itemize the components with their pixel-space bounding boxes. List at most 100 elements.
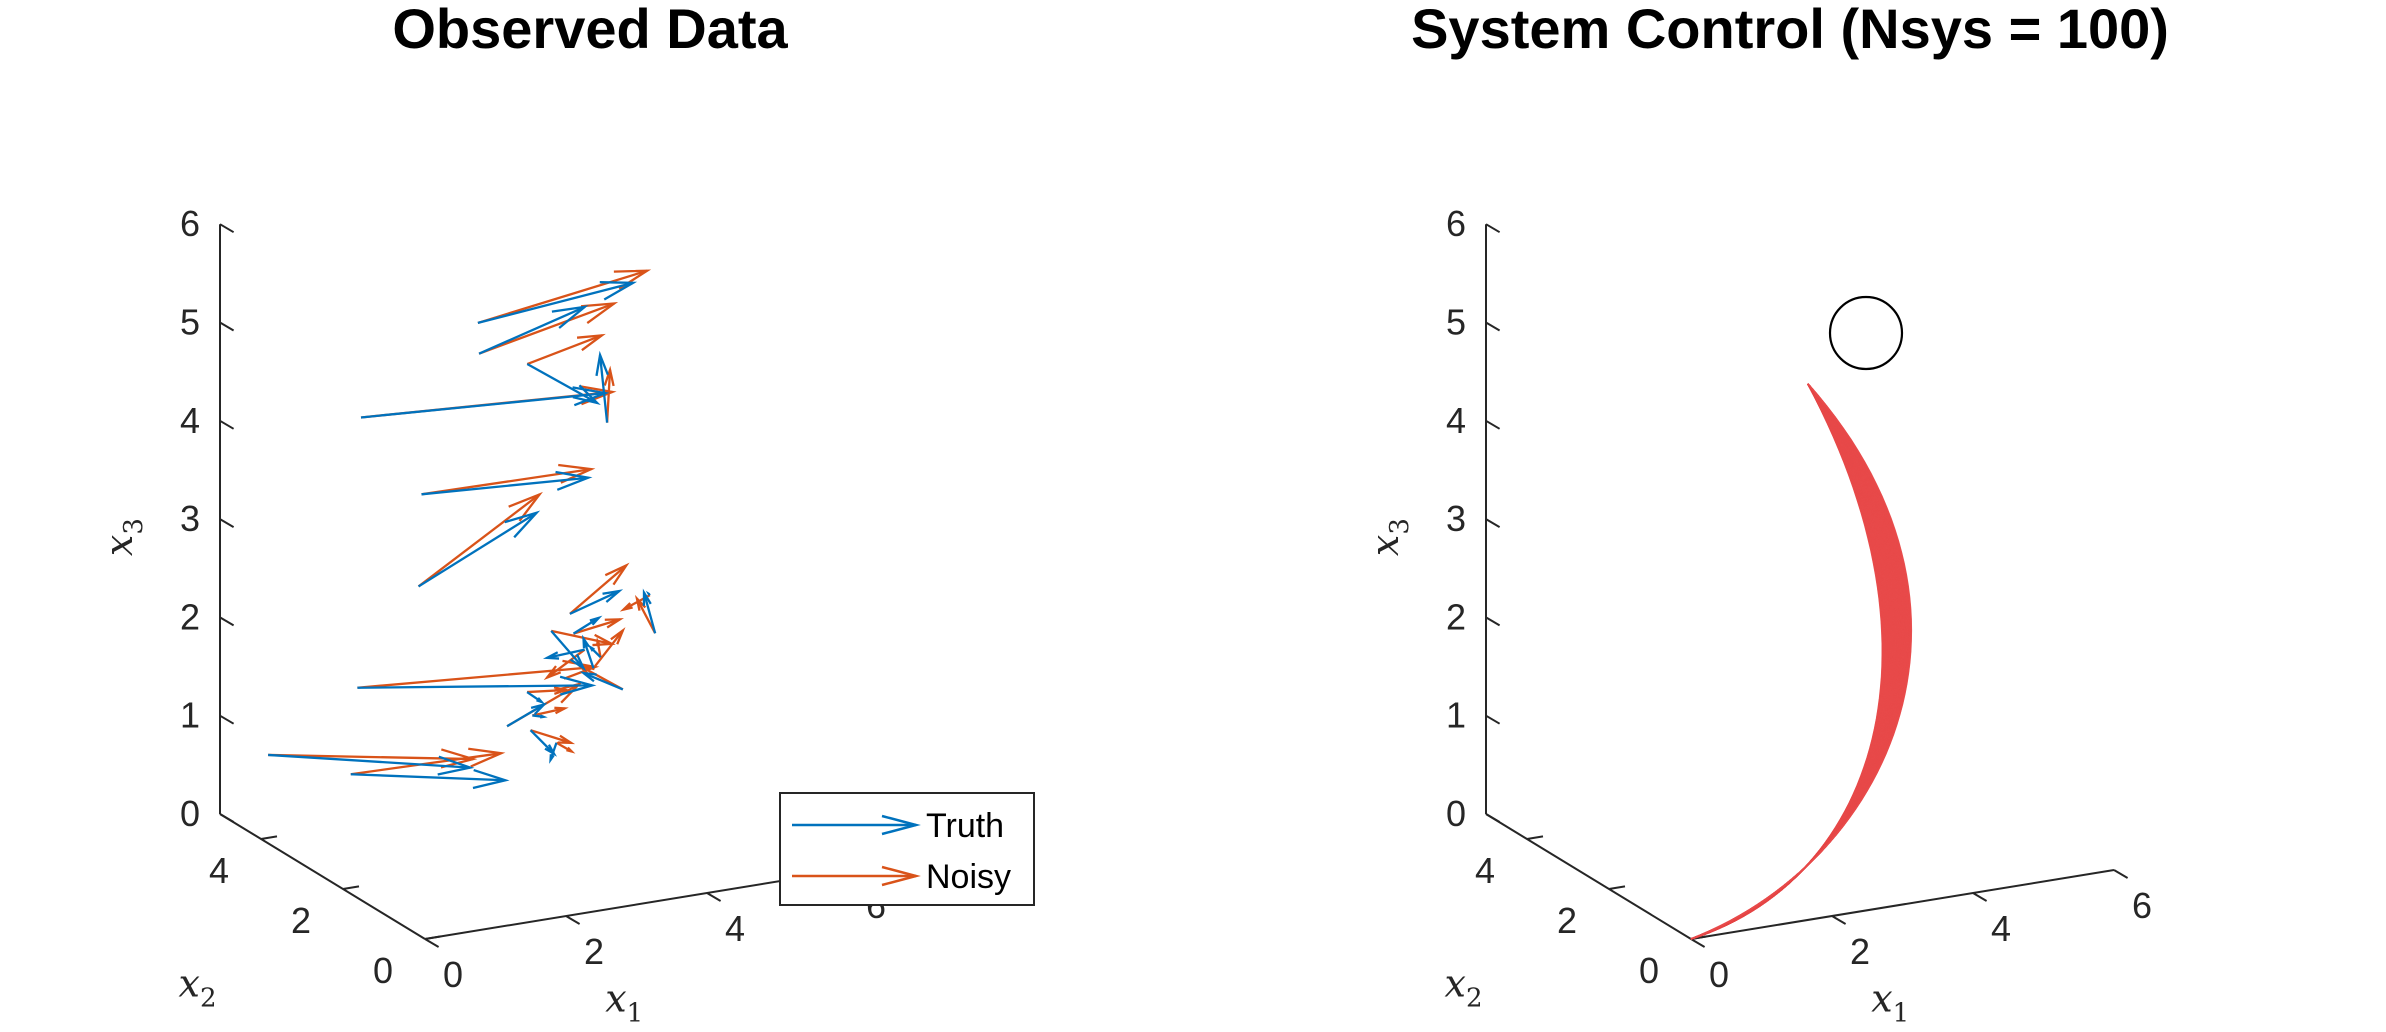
left-x1-tick-mark: [565, 915, 581, 925]
trajectory-line: [1690, 383, 1913, 940]
svg-text:x2: x2: [179, 962, 217, 1014]
noisy-arrow: [530, 729, 576, 745]
truth-arrow: [579, 671, 624, 691]
right-x1-tick-mark: [1972, 892, 1988, 902]
truth-arrow: [360, 386, 610, 419]
left-x3-tick-label: 1: [180, 695, 200, 736]
trajectory-line: [1690, 383, 1903, 940]
noisy-arrow: [555, 741, 576, 754]
left-x2-axis-label: x2: [179, 962, 217, 1014]
trajectory-line: [1690, 383, 1908, 940]
trajectory-line: [1690, 383, 1907, 940]
legend-noisy-arrowhead: [881, 865, 921, 887]
trajectory-line: [1690, 383, 1906, 940]
noisy-arrow: [527, 686, 571, 695]
trajectory-line: [1690, 383, 1907, 940]
svg-text:x3: x3: [97, 518, 149, 556]
left-x3-tick-mark: [219, 714, 235, 725]
noisy-arrow: [634, 594, 657, 634]
trajectory-line: [1690, 383, 1902, 940]
truth-arrow: [529, 729, 558, 757]
right-x3-tick-label: 4: [1446, 400, 1466, 441]
left-x3-tick-mark: [219, 419, 235, 430]
right-x1-tick-label: 4: [1991, 908, 2011, 949]
truth-arrow: [549, 742, 558, 764]
trajectory-line: [1690, 383, 1904, 940]
trajectory-line: [1690, 383, 1911, 940]
right-x1-tick-label: 6: [2132, 885, 2152, 926]
truth-arrow: [595, 350, 609, 423]
truth-arrow: [478, 305, 589, 355]
trajectory-line: [1690, 383, 1910, 940]
svg-text:x1: x1: [605, 976, 643, 1028]
left-x2-tick-mark: [424, 935, 442, 940]
left-x2-tick-label: 2: [291, 900, 311, 941]
trajectory-line: [1690, 383, 1910, 940]
truth-arrow: [350, 768, 510, 790]
left-x3-tick-mark: [219, 813, 235, 823]
left-x3-tick-mark: [219, 321, 235, 332]
noisy-arrow: [417, 491, 543, 588]
left-x3-tick-label: 5: [180, 302, 200, 343]
trajectory-line: [1690, 383, 1910, 940]
trajectory-line: [1690, 383, 1912, 940]
system-control-panel: System Control (Nsys = 100) 024602401234…: [1363, 0, 2169, 1028]
trajectory-line: [1690, 383, 1904, 940]
right-x3-tick-mark: [1485, 616, 1501, 627]
trajectory-line: [1690, 383, 1911, 940]
trajectory-line: [1690, 383, 1901, 940]
right-x3-tick-label: 0: [1446, 793, 1466, 834]
noisy-arrow: [526, 333, 606, 366]
right-x3-tick-label: 5: [1446, 302, 1466, 343]
right-x3-tick-label: 6: [1446, 203, 1466, 244]
truth-arrow: [526, 691, 546, 705]
truth-arrow: [645, 590, 651, 596]
truth-arrow: [550, 630, 587, 672]
left-x3-tick-label: 2: [180, 596, 200, 637]
noisy-arrow: [543, 648, 586, 681]
left-x2-tick-mark: [342, 885, 360, 890]
left-x3-tick-label: 6: [180, 203, 200, 244]
left-x1-tick-label: 4: [725, 908, 745, 949]
noisy-arrow: [573, 618, 624, 635]
right-x2-tick-mark: [1526, 835, 1544, 840]
left-x2-tick-label: 0: [373, 950, 393, 991]
left-x3-tick-label: 0: [180, 793, 200, 834]
trajectory-line: [1690, 383, 1911, 940]
trajectory-line: [1690, 383, 1909, 940]
left-x2-tick-mark: [260, 835, 278, 840]
trajectory-line: [1690, 383, 1912, 940]
trajectory-line: [1690, 383, 1907, 940]
right-x1-axis-line: [1690, 869, 2115, 940]
left-arrows: [268, 269, 657, 790]
trajectory-line: [1690, 383, 1905, 940]
right-x1-tick-label: 0: [1709, 954, 1729, 995]
truth-arrow: [421, 470, 593, 496]
trajectory-line: [1690, 383, 1907, 940]
trajectory-line: [1690, 383, 1908, 940]
truth-arrow: [417, 510, 541, 588]
trajectory-line: [1690, 383, 1903, 940]
truth-arrow: [357, 675, 597, 696]
left-x3-tick-mark: [219, 616, 235, 627]
right-trajectories: [1690, 383, 1913, 940]
noisy-arrow: [477, 269, 652, 325]
truth-arrow: [477, 281, 638, 325]
trajectory-line: [1690, 383, 1903, 940]
trajectory-line: [1690, 383, 1902, 940]
truth-arrow: [526, 363, 601, 405]
right-x2-tick-mark: [1608, 885, 1626, 890]
left-x1-tick-label: 2: [584, 931, 604, 972]
noisy-arrow: [532, 706, 569, 717]
truth-arrow: [587, 644, 602, 659]
truth-arrow: [506, 702, 548, 728]
trajectory-line: [1690, 383, 1901, 940]
right-x1-tick-mark: [2113, 869, 2129, 879]
right-x3-tick-mark: [1485, 321, 1501, 332]
right-x2-tick-label: 2: [1557, 900, 1577, 941]
trajectory-line: [1690, 383, 1908, 940]
right-x3-tick-mark: [1485, 714, 1501, 725]
